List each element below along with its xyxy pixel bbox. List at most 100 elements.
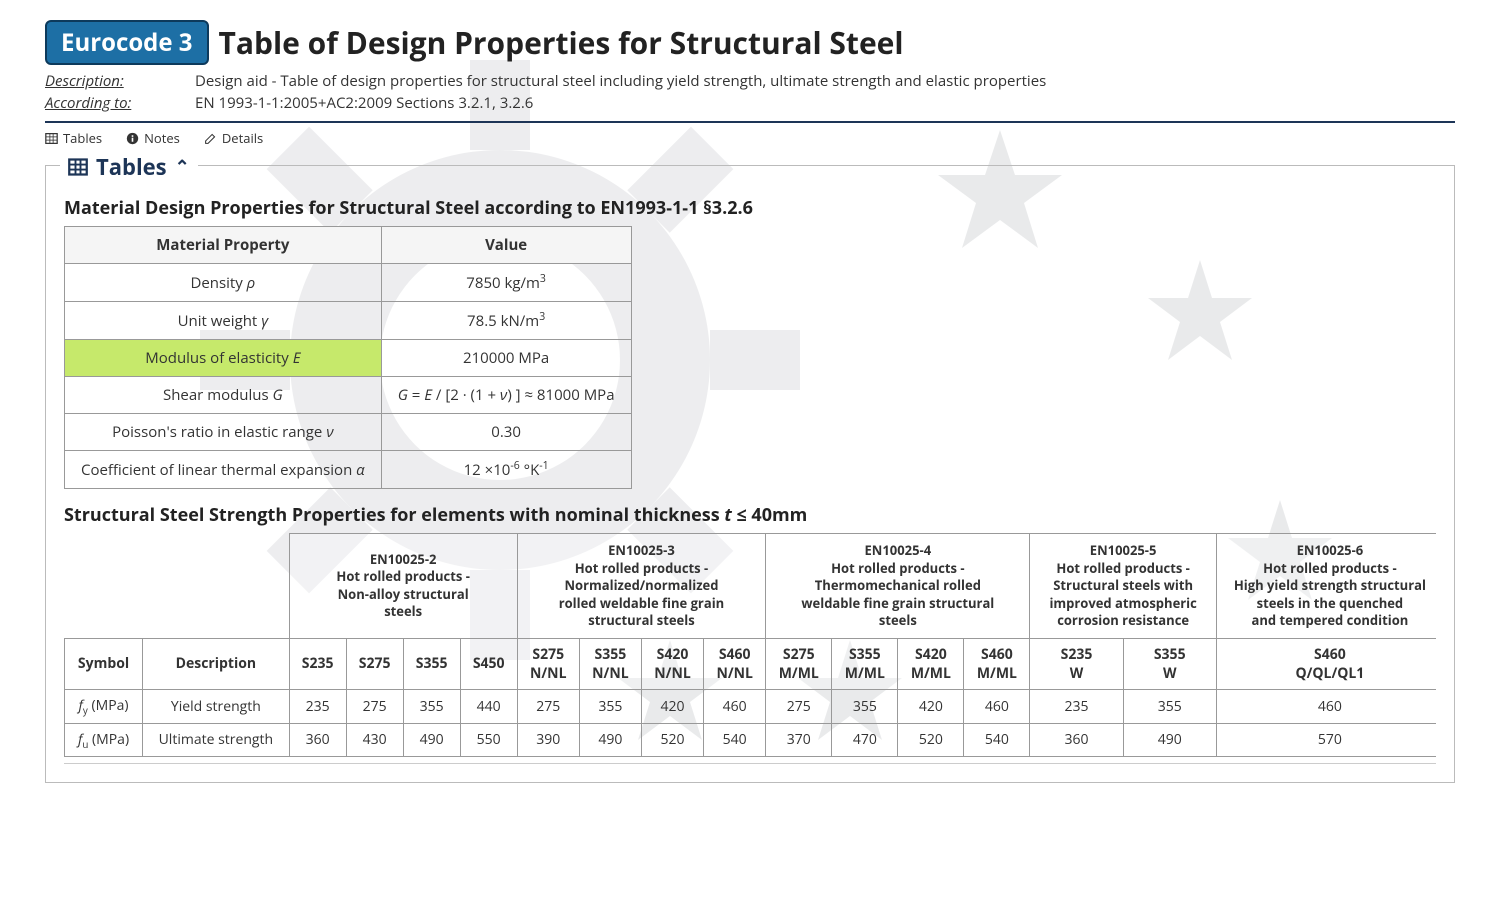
toolbar-notes-label: Notes bbox=[144, 129, 180, 147]
value-cell: 440 bbox=[460, 689, 517, 723]
grade-header: S420N/NL bbox=[641, 638, 703, 689]
value-cell: 570 bbox=[1216, 723, 1436, 757]
table-row: fy (MPa)Yield strength235275355440275355… bbox=[65, 689, 1437, 723]
value-cell: 0.30 bbox=[381, 414, 631, 451]
description-cell: Yield strength bbox=[143, 689, 290, 723]
grade-header: S235W bbox=[1030, 638, 1123, 689]
grade-header: S275M/ML bbox=[766, 638, 832, 689]
value-cell: 275 bbox=[517, 689, 579, 723]
tables-section: Tables ⌃ Material Design Properties for … bbox=[45, 165, 1455, 783]
description-header: Description bbox=[143, 638, 290, 689]
value-cell: 78.5 kN/m3 bbox=[381, 302, 631, 340]
toolbar-tables[interactable]: Tables bbox=[45, 129, 102, 147]
grade-header: S355 bbox=[403, 638, 460, 689]
according-to-label: According to: bbox=[45, 93, 195, 113]
blank-header bbox=[65, 534, 290, 639]
header-divider bbox=[45, 121, 1455, 123]
standard-group-header: EN10025-6Hot rolled products -High yield… bbox=[1216, 534, 1436, 639]
strength-properties-heading: Structural Steel Strength Properties for… bbox=[64, 503, 1436, 527]
standard-group-header: EN10025-4Hot rolled products -Thermomech… bbox=[766, 534, 1030, 639]
chevron-up-icon: ⌃ bbox=[175, 155, 190, 179]
page-title: Table of Design Properties for Structura… bbox=[219, 22, 904, 63]
value-cell: 520 bbox=[641, 723, 703, 757]
value-cell: 370 bbox=[766, 723, 832, 757]
grade-header: S420M/ML bbox=[898, 638, 964, 689]
value-cell: 420 bbox=[641, 689, 703, 723]
property-cell: Poisson's ratio in elastic range ν bbox=[65, 414, 382, 451]
strength-table-scroll[interactable]: EN10025-2Hot rolled products -Non-alloy … bbox=[64, 533, 1436, 764]
value-cell: 275 bbox=[346, 689, 403, 723]
value-cell: 520 bbox=[898, 723, 964, 757]
toolbar-details-label: Details bbox=[222, 129, 263, 147]
standard-group-header: EN10025-5Hot rolled products -Structural… bbox=[1030, 534, 1216, 639]
value-cell: 490 bbox=[579, 723, 641, 757]
value-cell: 430 bbox=[346, 723, 403, 757]
value-cell: 355 bbox=[1123, 689, 1216, 723]
value-cell: 235 bbox=[289, 689, 346, 723]
value-cell: 360 bbox=[289, 723, 346, 757]
value-cell: 12 ×10-6 °K-1 bbox=[381, 451, 631, 489]
table-row: Modulus of elasticity E210000 MPa bbox=[65, 340, 632, 377]
material-properties-heading: Material Design Properties for Structura… bbox=[64, 196, 1436, 220]
table-row: Shear modulus GG = E / [2 · (1 + ν) ] ≈ … bbox=[65, 377, 632, 414]
description-label: Description: bbox=[45, 71, 195, 91]
table-icon bbox=[45, 132, 58, 145]
strength-properties-table: EN10025-2Hot rolled products -Non-alloy … bbox=[64, 533, 1436, 757]
value-cell: 355 bbox=[832, 689, 898, 723]
table-row: Coefficient of linear thermal expansion … bbox=[65, 451, 632, 489]
grade-header: S355M/ML bbox=[832, 638, 898, 689]
table-row: Unit weight γ78.5 kN/m3 bbox=[65, 302, 632, 340]
according-to-text: EN 1993-1-1:2005+AC2:2009 Sections 3.2.1… bbox=[195, 93, 1455, 113]
table-row: fu (MPa)Ultimate strength360430490550390… bbox=[65, 723, 1437, 757]
table-row: Density ρ7850 kg/m3 bbox=[65, 264, 632, 302]
value-cell: 540 bbox=[964, 723, 1030, 757]
value-cell: 210000 MPa bbox=[381, 340, 631, 377]
symbol-cell: fy (MPa) bbox=[65, 689, 143, 723]
value-cell: 540 bbox=[704, 723, 766, 757]
value-cell: 460 bbox=[964, 689, 1030, 723]
property-cell: Density ρ bbox=[65, 264, 382, 302]
grade-header: S355N/NL bbox=[579, 638, 641, 689]
standard-group-header: EN10025-3Hot rolled products -Normalized… bbox=[517, 534, 766, 639]
property-cell: Coefficient of linear thermal expansion … bbox=[65, 451, 382, 489]
value-cell: 390 bbox=[517, 723, 579, 757]
toolbar: Tables Notes Details bbox=[45, 129, 1455, 147]
t1-col-value: Value bbox=[381, 227, 631, 264]
value-cell: G = E / [2 · (1 + ν) ] ≈ 81000 MPa bbox=[381, 377, 631, 414]
tables-section-title: Tables bbox=[96, 152, 167, 182]
value-cell: 7850 kg/m3 bbox=[381, 264, 631, 302]
toolbar-notes[interactable]: Notes bbox=[126, 129, 180, 147]
symbol-cell: fu (MPa) bbox=[65, 723, 143, 757]
property-cell: Modulus of elasticity E bbox=[65, 340, 382, 377]
description-text: Design aid - Table of design properties … bbox=[195, 71, 1455, 91]
value-cell: 355 bbox=[403, 689, 460, 723]
value-cell: 355 bbox=[579, 689, 641, 723]
grade-header: S355W bbox=[1123, 638, 1216, 689]
toolbar-tables-label: Tables bbox=[63, 129, 102, 147]
material-properties-table: Material Property Value Density ρ7850 kg… bbox=[64, 226, 632, 489]
value-cell: 360 bbox=[1030, 723, 1123, 757]
description-cell: Ultimate strength bbox=[143, 723, 290, 757]
value-cell: 235 bbox=[1030, 689, 1123, 723]
grade-header: S275N/NL bbox=[517, 638, 579, 689]
standard-group-header: EN10025-2Hot rolled products -Non-alloy … bbox=[289, 534, 517, 639]
edit-icon bbox=[204, 132, 217, 145]
value-cell: 275 bbox=[766, 689, 832, 723]
value-cell: 470 bbox=[832, 723, 898, 757]
grade-header: S460Q/QL/QL1 bbox=[1216, 638, 1436, 689]
grade-header: S275 bbox=[346, 638, 403, 689]
property-cell: Shear modulus G bbox=[65, 377, 382, 414]
value-cell: 420 bbox=[898, 689, 964, 723]
t1-col-property: Material Property bbox=[65, 227, 382, 264]
tables-section-header[interactable]: Tables ⌃ bbox=[60, 152, 198, 182]
value-cell: 460 bbox=[1216, 689, 1436, 723]
table-row: Poisson's ratio in elastic range ν0.30 bbox=[65, 414, 632, 451]
value-cell: 490 bbox=[1123, 723, 1216, 757]
value-cell: 460 bbox=[704, 689, 766, 723]
property-cell: Unit weight γ bbox=[65, 302, 382, 340]
info-icon bbox=[126, 132, 139, 145]
toolbar-details[interactable]: Details bbox=[204, 129, 263, 147]
symbol-header: Symbol bbox=[65, 638, 143, 689]
eurocode-badge: Eurocode 3 bbox=[45, 20, 209, 65]
value-cell: 550 bbox=[460, 723, 517, 757]
